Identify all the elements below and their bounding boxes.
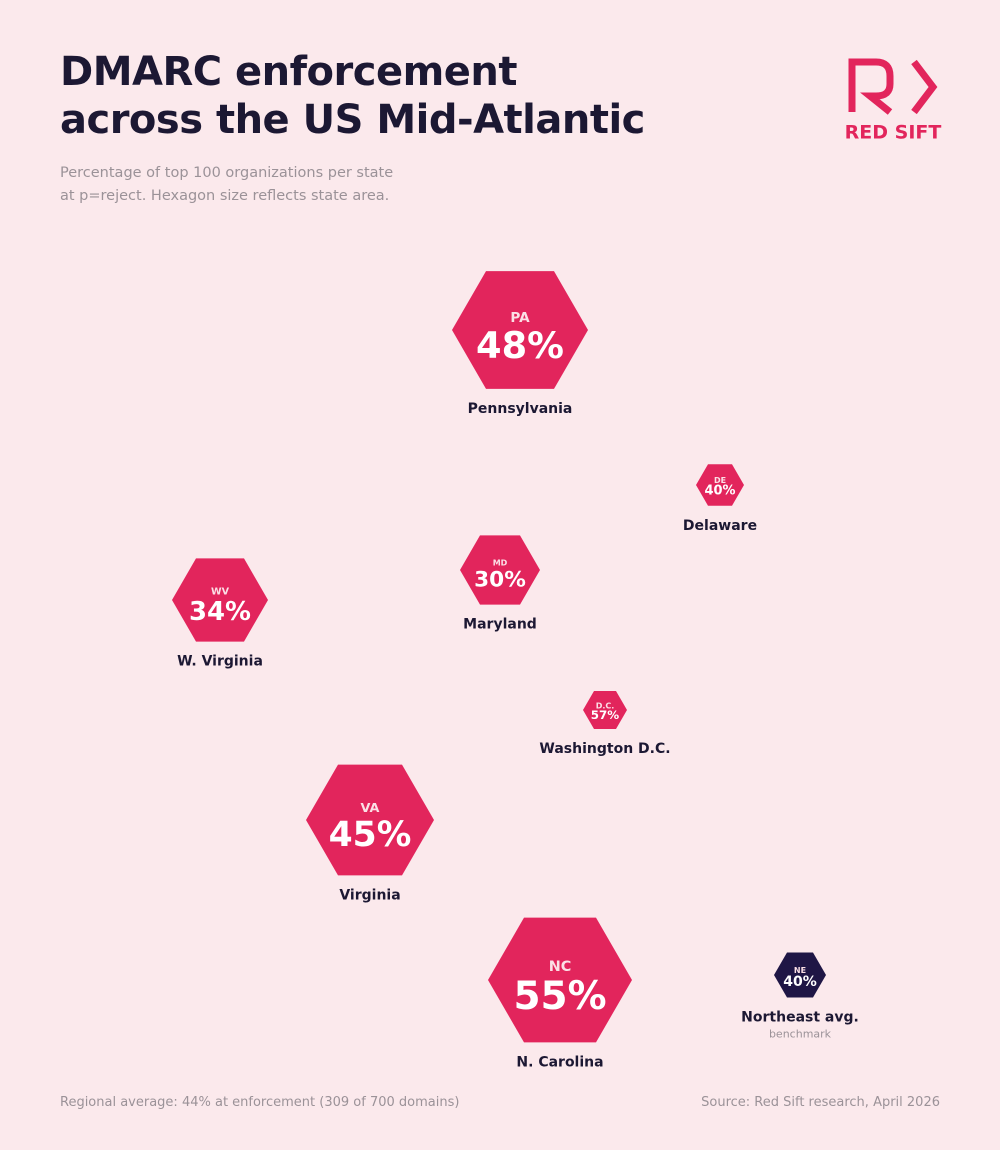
hexagon [774,952,826,998]
state-code: D.C. [596,702,615,711]
value-label: 57% [591,708,620,722]
state-name: W. Virginia [177,654,263,670]
value-label: 34% [189,597,251,627]
hexagon [452,271,588,389]
value-label: 40% [704,484,735,499]
hexagon [696,464,744,506]
state-name: Maryland [463,617,537,633]
benchmark-note: benchmark [769,1028,832,1041]
state-code: WV [211,586,230,597]
state-code: MD [493,558,508,567]
state-name: Northeast avg. [741,1010,859,1026]
title: DMARC enforcement across the US Mid-Atla… [60,49,645,143]
hexagon [460,535,540,605]
state-name: N. Carolina [516,1054,603,1070]
logo [848,58,938,115]
value-label: 55% [513,974,606,1019]
brand: RED SIFT [845,122,942,144]
state-name: Virginia [339,887,400,903]
state-name: Pennsylvania [468,401,573,417]
footnote: Regional average: 44% at enforcement (30… [60,1095,460,1110]
value-label: 48% [476,324,564,367]
state-code: NC [549,959,572,975]
hexagon [172,558,268,642]
subtitle: Percentage of top 100 organizations per … [60,165,394,204]
hexagon [306,764,434,876]
value-label: 30% [474,567,526,592]
hexagon [583,690,627,730]
state-code: DE [714,476,726,485]
state-name: Washington D.C. [539,741,670,757]
value-label: 45% [329,815,412,855]
state-code: NE [794,966,806,975]
hexagon [488,917,632,1043]
state-code: PA [510,310,530,326]
state-code: VA [361,801,380,816]
logo-chevron [911,59,938,115]
state-name: Delaware [683,518,757,534]
value-label: 40% [783,974,817,990]
source: Source: Red Sift research, April 2026 [701,1095,940,1110]
logo-r [848,58,894,115]
